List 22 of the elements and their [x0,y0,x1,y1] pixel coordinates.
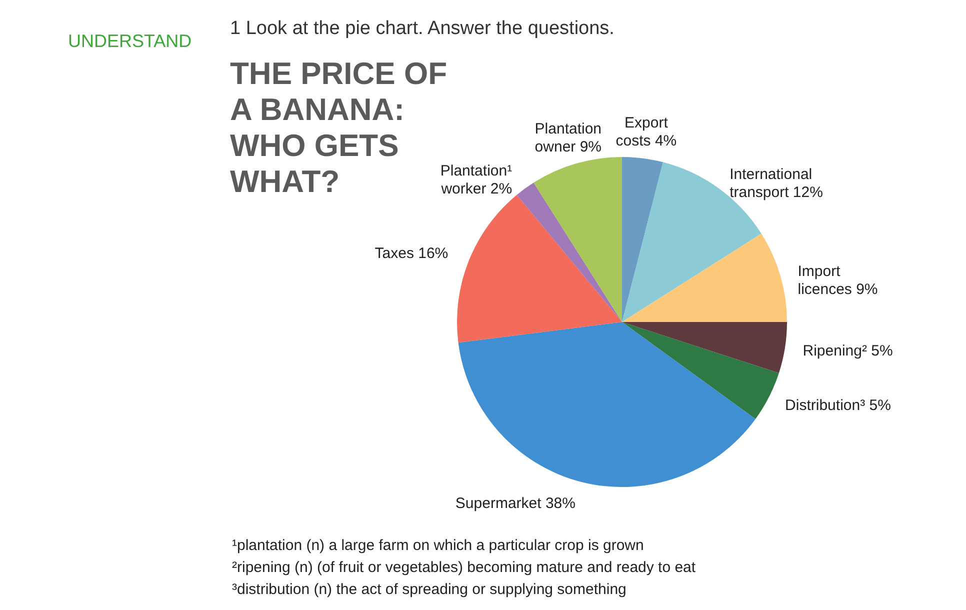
text: ¹plantation (n) a large farm on which a particular crop is grown [232,537,644,554]
text: 1 Look at the pie chart. Answer the questions. [230,18,614,39]
text: ²ripening (n) (of fruit or vegetables) becoming mature and ready to eat [232,559,696,576]
pie-slice [516,182,622,322]
pie-slice [622,234,787,322]
pie-slice [457,194,622,343]
text: UNDERSTAND [68,31,192,51]
pie-slice [622,322,787,373]
pie-slice [622,157,664,322]
slice-label: Plantation¹ worker 2% [440,162,512,198]
slice-label: Import licences 9% [798,262,878,298]
text: ³distribution (n) the act of spreading or supplying something [232,581,626,598]
slice-label: Plantation owner 9% [534,120,602,156]
slice-label: Supermarket 38% [455,495,576,512]
slice-label: Distribution³ 5% [785,397,891,414]
pie-slice [622,322,779,419]
slice-label: Ripening² 5% [802,342,893,360]
pie-slice [458,322,756,487]
slice-label: Export costs 4% [616,114,677,150]
pie-slice [534,157,622,322]
slice-label: Taxes 16% [374,245,448,262]
slice-label: International transport 12% [730,166,823,201]
